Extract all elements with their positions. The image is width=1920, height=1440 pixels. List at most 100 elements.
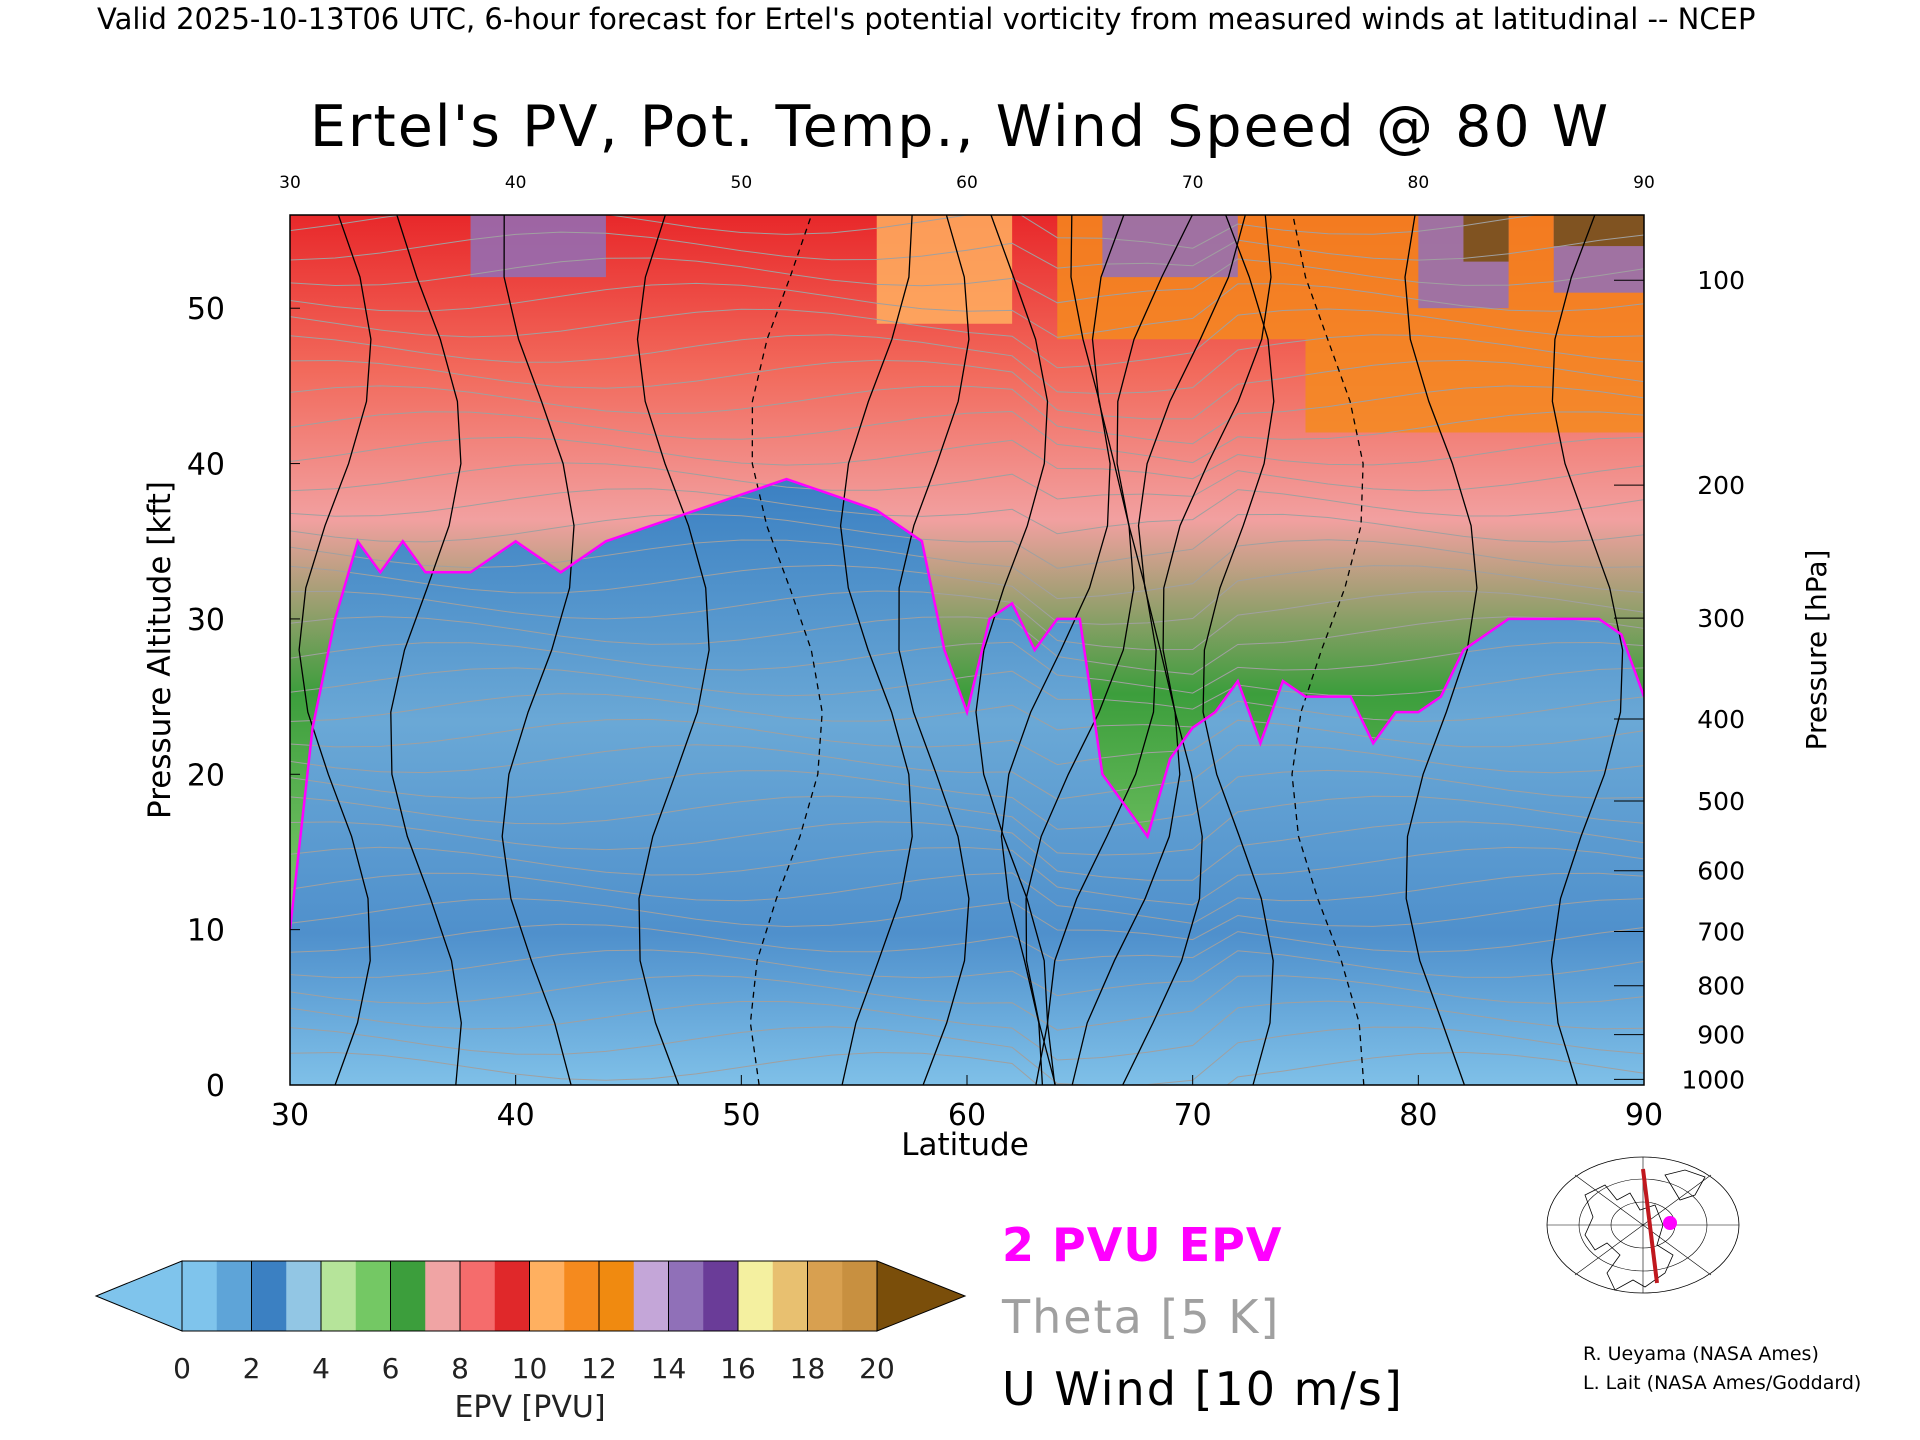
colorbar-bin xyxy=(564,1261,600,1331)
top-tick-label: 30 xyxy=(279,173,301,193)
colorbar-bin xyxy=(251,1261,287,1331)
colorbar-bin xyxy=(738,1261,774,1331)
uwind-contour-13 xyxy=(1202,215,1275,1085)
pressure-tick-label: 1000 xyxy=(1681,1065,1745,1094)
colorbar-bin xyxy=(182,1261,218,1331)
chart-title: Ertel's PV, Pot. Temp., Wind Speed @ 80 … xyxy=(309,94,1611,160)
uwind-contour-10 xyxy=(1046,215,1193,1085)
pressure-tick-label: 800 xyxy=(1697,972,1745,1001)
uwind-contour-2 xyxy=(501,215,575,1085)
pressure-axis-label: Pressure [hPa] xyxy=(1800,550,1833,751)
colorbar-tick-label: 16 xyxy=(720,1352,756,1385)
x-tick-label: 50 xyxy=(722,1098,760,1133)
upper-patch-2 xyxy=(1102,215,1238,278)
theta-contour-4 xyxy=(290,949,1644,997)
colorbar-tick-label: 20 xyxy=(859,1352,895,1385)
colorbar-tick-label: 14 xyxy=(651,1352,687,1385)
x-tick-label: 60 xyxy=(948,1098,986,1133)
2pvu-contour xyxy=(290,477,1644,930)
colorbar-bin xyxy=(355,1261,391,1331)
uwind-contour-16 xyxy=(1550,215,1624,1085)
x-tick-label: 30 xyxy=(271,1098,309,1133)
colorbar-tick-label: 8 xyxy=(451,1352,469,1385)
colorbar-bin xyxy=(599,1261,635,1331)
upper-patch-7 xyxy=(876,215,1013,324)
x-axis-label: Latitude xyxy=(901,1127,1029,1163)
theta-contour-18 xyxy=(290,590,1644,651)
theta-contour-23 xyxy=(290,462,1644,500)
x-tick-label: 80 xyxy=(1399,1098,1437,1133)
credit-line-1: R. Ueyama (NASA Ames) xyxy=(1583,1343,1819,1365)
colorbar-tick-label: 0 xyxy=(173,1352,191,1385)
theta-contour-19 xyxy=(290,564,1644,625)
colorbar-bin xyxy=(286,1261,322,1331)
uwind-contour-1 xyxy=(390,215,462,1085)
uwind-contour-9 xyxy=(1025,215,1135,1085)
theta-contour-7 xyxy=(290,872,1644,925)
colorbar-bin xyxy=(321,1261,357,1331)
colorbar-bin xyxy=(633,1261,669,1331)
pressure-tick-label: 700 xyxy=(1697,918,1745,947)
colorbar-tick-label: 4 xyxy=(312,1352,330,1385)
theta-contour-8 xyxy=(290,846,1644,906)
upper-patch-6 xyxy=(1553,215,1644,247)
y-axis-label: Pressure Altitude [kft] xyxy=(142,481,178,819)
colorbar-bin xyxy=(772,1261,808,1331)
top-tick-label: 90 xyxy=(1633,173,1655,193)
y-tick-label: 40 xyxy=(187,448,225,483)
theta-contour-6 xyxy=(290,898,1644,941)
uwind-contour-6 xyxy=(898,215,970,1085)
colorbar-bin xyxy=(494,1261,530,1331)
y-tick-label: 20 xyxy=(187,758,225,793)
theta-contour-31 xyxy=(290,257,1644,304)
theta-contour-25 xyxy=(290,410,1644,464)
theta-contour-27 xyxy=(290,359,1644,420)
theta-contour-0 xyxy=(290,1051,1644,1085)
y-tick-label: 0 xyxy=(206,1069,225,1104)
uwind-contours xyxy=(298,215,1624,1085)
top-tick-label: 70 xyxy=(1182,173,1204,193)
top-tick-label: 60 xyxy=(956,173,978,193)
colorbar-bin xyxy=(529,1261,565,1331)
theta-contours xyxy=(290,215,1644,1085)
theta-contour-24 xyxy=(290,436,1644,480)
colorbar-tick-label: 6 xyxy=(382,1352,400,1385)
theta-contour-3 xyxy=(290,974,1644,1031)
uwind-contour-8 xyxy=(1000,215,1111,1085)
theta-contour-22 xyxy=(290,488,1644,535)
y-axis: 0 10 20 30 40 50 xyxy=(187,292,300,1104)
theta-contour-29 xyxy=(290,308,1644,369)
colorbar-bin xyxy=(460,1261,496,1331)
uwind-contour-15 xyxy=(1404,215,1478,1085)
pressure-tick-label: 500 xyxy=(1697,787,1745,816)
colorbar-bin xyxy=(668,1261,704,1331)
x-tick-label: 70 xyxy=(1174,1098,1212,1133)
legend-uwind: U Wind [10 m/s] xyxy=(1002,1362,1404,1416)
colorbar-label: EPV [PVU] xyxy=(454,1390,605,1425)
colorbar-tick-label: 12 xyxy=(581,1352,617,1385)
theta-contour-13 xyxy=(290,718,1644,766)
colorbar-bin xyxy=(807,1261,843,1331)
pressure-tick-label: 300 xyxy=(1697,604,1745,633)
uwind-contour-12 xyxy=(1122,215,1272,1085)
upper-patch-8 xyxy=(470,215,606,278)
top-latitude-axis: 30 40 50 60 70 80 90 xyxy=(279,173,1655,193)
theta-contour-20 xyxy=(290,539,1644,600)
pressure-tick-label: 100 xyxy=(1697,266,1745,295)
header-caption: Valid 2025-10-13T06 UTC, 6-hour forecast… xyxy=(97,2,1756,36)
theta-contour-10 xyxy=(290,795,1644,856)
y-tick-label: 50 xyxy=(187,292,225,327)
legend-theta: Theta [5 K] xyxy=(1002,1290,1281,1344)
colorbar-bin xyxy=(703,1261,739,1331)
theta-contour-2 xyxy=(290,1000,1644,1061)
colorbar-tick-label: 18 xyxy=(790,1352,826,1385)
theta-contour-17 xyxy=(290,616,1644,675)
legend-pvu: 2 PVU EPV xyxy=(1002,1218,1283,1272)
theta-contour-26 xyxy=(290,385,1644,445)
pressure-tick-label: 200 xyxy=(1697,471,1745,500)
uwind-contour-3 xyxy=(636,215,710,1085)
top-tick-label: 40 xyxy=(505,173,527,193)
colorbar-bin xyxy=(390,1261,426,1331)
y-tick-label: 10 xyxy=(187,914,225,949)
